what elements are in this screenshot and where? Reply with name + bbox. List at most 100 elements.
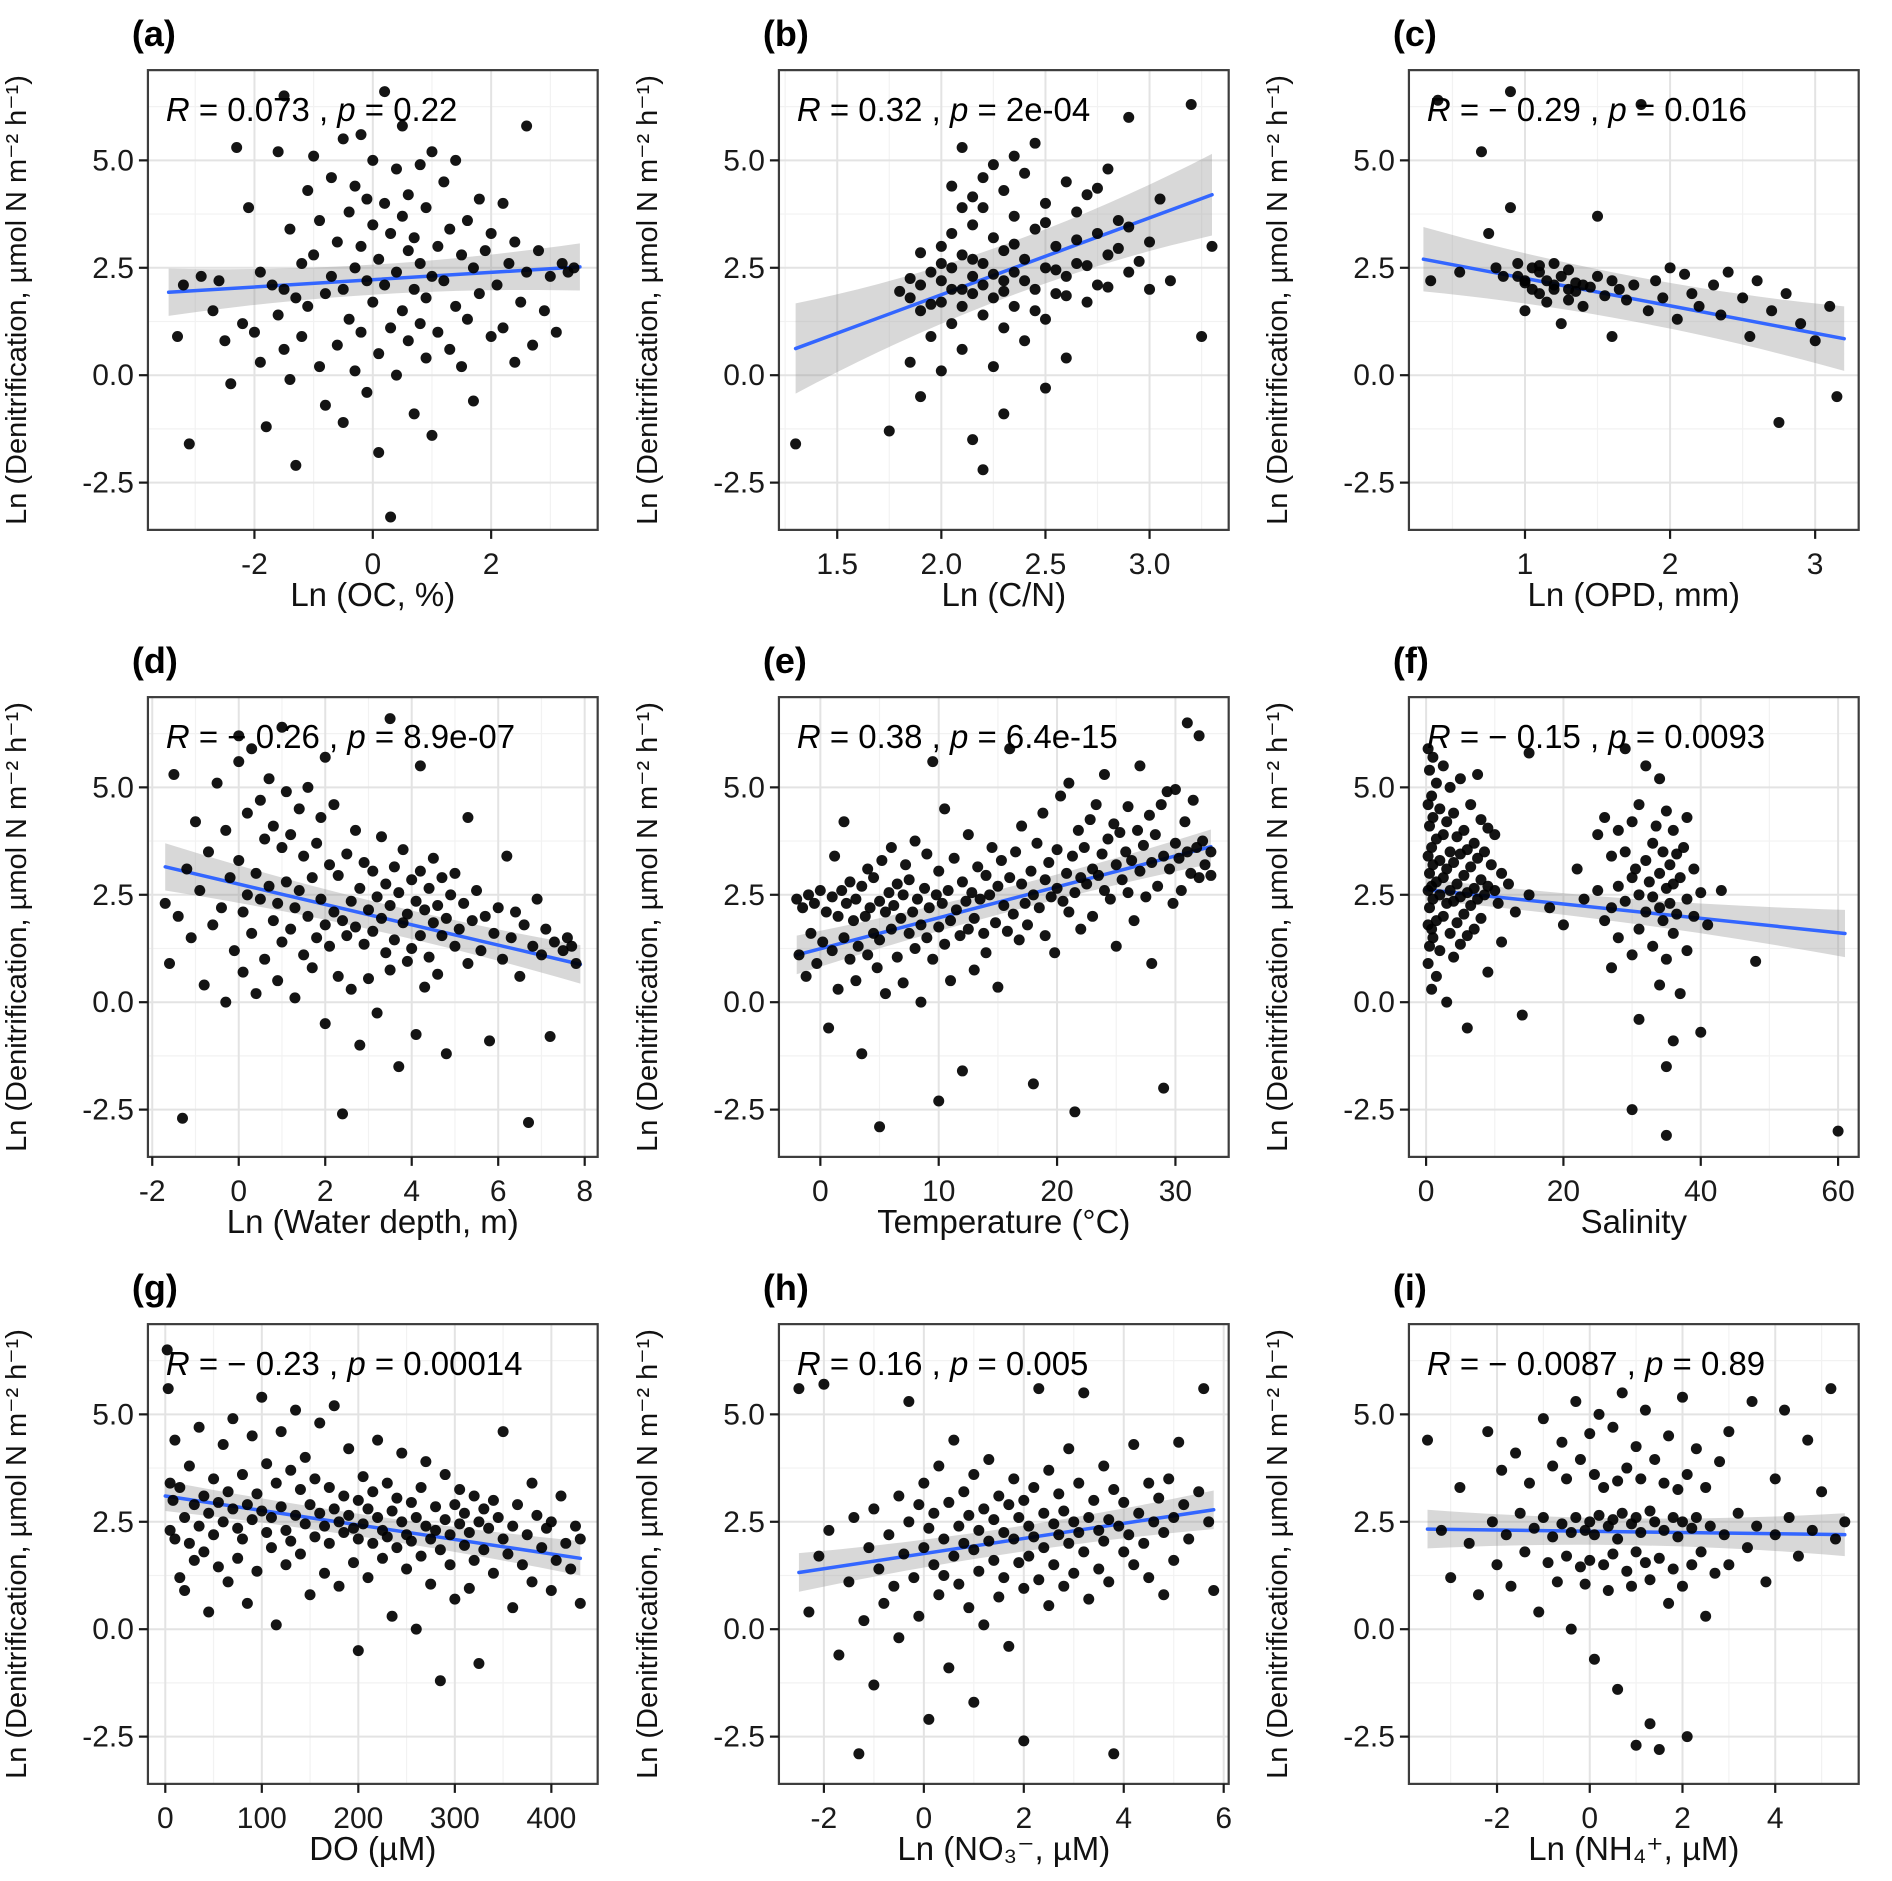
svg-text:-2: -2 [1484,1802,1511,1835]
x-axis-label: Ln (OPD, mm) [1528,576,1740,613]
scatter-plot-a: -2 0 2 5.0 2.5 0.0 -2.5 (a) Ln (Denitrificatio… [1,13,599,613]
panel-h: -2 0 2 4 6 5.0 2.5 0.0 -2.5 (h) Ln (Denitrificat… [631,1254,1262,1881]
svg-text:0.0: 0.0 [1354,359,1396,392]
svg-text:0.0: 0.0 [92,986,134,1019]
svg-text:-2: -2 [139,1175,166,1208]
scatter-plot-f: 0 20 40 60 5.0 2.5 0.0 -2.5 (f) Ln (Denitrifica… [1262,640,1861,1240]
svg-text:3.0: 3.0 [1128,548,1170,581]
svg-text:2.5: 2.5 [723,252,765,285]
svg-text:-2.5: -2.5 [713,1721,765,1754]
svg-text:5.0: 5.0 [92,144,134,177]
plot-area-a: -2 0 2 5.0 2.5 0.0 -2.5 [82,69,599,581]
svg-text:0: 0 [364,548,381,581]
svg-text:0.0: 0.0 [723,359,765,392]
panel-d: -2 0 2 4 6 8 5.0 2.5 0.0 -2.5 (d) Ln (Denitrifica… [0,627,631,1254]
svg-text:5.0: 5.0 [723,144,765,177]
svg-text:5.0: 5.0 [1354,1398,1396,1431]
svg-text:0: 0 [230,1175,247,1208]
svg-text:2.5: 2.5 [1354,879,1396,912]
panel-label: (i) [1393,1267,1427,1308]
panel-f: 0 20 40 60 5.0 2.5 0.0 -2.5 (f) Ln (Denitrifica… [1261,627,1892,1254]
svg-text:2: 2 [1674,1802,1691,1835]
panel-label: (h) [763,1267,809,1308]
panel-label: (c) [1393,13,1437,54]
svg-text:100: 100 [237,1802,287,1835]
plot-area-e: 0 10 20 30 5.0 2.5 0.0 -2.5 [713,696,1230,1208]
svg-text:2: 2 [483,548,500,581]
svg-text:0.0: 0.0 [92,1613,134,1646]
svg-text:6: 6 [490,1175,507,1208]
svg-text:5.0: 5.0 [92,1398,134,1431]
svg-text:2.5: 2.5 [92,879,134,912]
svg-text:2.5: 2.5 [92,1506,134,1539]
svg-text:-2.5: -2.5 [1344,1094,1396,1127]
stats-annotation: R = − 0.15 , p = 0.0093 [1427,718,1765,755]
svg-text:2: 2 [1015,1802,1032,1835]
panel-label: (f) [1393,640,1429,681]
svg-text:20: 20 [1040,1175,1073,1208]
panel-b: 1.5 2.0 2.5 3.0 5.0 2.5 0.0 -2.5 (b) Ln (Denitr… [631,0,1262,627]
svg-text:4: 4 [1767,1802,1784,1835]
stats-annotation: R = 0.32 , p = 2e-04 [797,91,1090,128]
svg-text:0: 0 [1582,1802,1599,1835]
svg-text:4: 4 [1115,1802,1132,1835]
svg-text:40: 40 [1684,1175,1717,1208]
svg-text:0: 0 [157,1802,174,1835]
svg-text:400: 400 [526,1802,576,1835]
stats-annotation: R = − 0.23 , p = 0.00014 [166,1345,523,1382]
x-axis-label: DO (µM) [309,1830,436,1867]
y-axis-label: Ln (Denitrification, µmol N m⁻² h⁻¹) [1262,702,1294,1152]
svg-text:1.5: 1.5 [816,548,858,581]
svg-text:300: 300 [430,1802,480,1835]
svg-text:60: 60 [1822,1175,1855,1208]
svg-text:5.0: 5.0 [1354,771,1396,804]
svg-text:0.0: 0.0 [723,1613,765,1646]
svg-text:5.0: 5.0 [723,1398,765,1431]
scatter-plot-g: 0 100 200 300 400 5.0 2.5 0.0 -2.5 (g) Ln (Denit… [1,1267,599,1867]
svg-text:-2.5: -2.5 [713,1094,765,1127]
svg-text:2.5: 2.5 [1024,548,1066,581]
x-axis-label: Ln (NH₄⁺, µM) [1529,1830,1740,1867]
svg-text:0.0: 0.0 [1354,986,1396,1019]
x-axis-label: Temperature (°C) [877,1203,1130,1240]
scatter-plot-i: -2 0 2 4 5.0 2.5 0.0 -2.5 (i) Ln (Denitrificati… [1262,1267,1861,1867]
plot-area-g: 0 100 200 300 400 5.0 2.5 0.0 -2.5 [82,1323,599,1835]
svg-text:5.0: 5.0 [723,771,765,804]
svg-text:0: 0 [915,1802,932,1835]
panel-label: (a) [132,13,176,54]
stats-annotation: R = − 0.26 , p = 8.9e-07 [166,718,515,755]
svg-text:-2.5: -2.5 [1344,1721,1396,1754]
panel-label: (g) [132,1267,178,1308]
y-axis-label: Ln (Denitrification, µmol N m⁻² h⁻¹) [632,1329,664,1779]
scatter-plot-c: 1 2 3 5.0 2.5 0.0 -2.5 (c) Ln (Denitrification… [1262,13,1861,613]
svg-text:0.0: 0.0 [723,986,765,1019]
svg-text:-2.5: -2.5 [1344,467,1396,500]
svg-text:-2.5: -2.5 [82,467,134,500]
svg-text:5.0: 5.0 [92,771,134,804]
panel-i: -2 0 2 4 5.0 2.5 0.0 -2.5 (i) Ln (Denitrificati… [1261,1254,1892,1881]
svg-text:4: 4 [403,1175,420,1208]
plot-area-d: -2 0 2 4 6 8 5.0 2.5 0.0 -2.5 [82,696,599,1208]
panel-e: 0 10 20 30 5.0 2.5 0.0 -2.5 (e) Ln (Denitrifica… [631,627,1262,1254]
y-axis-label: Ln (Denitrification, µmol N m⁻² h⁻¹) [1262,75,1294,525]
panel-label: (b) [763,13,809,54]
y-axis-label: Ln (Denitrification, µmol N m⁻² h⁻¹) [1,1329,33,1779]
svg-text:5.0: 5.0 [1354,144,1396,177]
svg-text:0.0: 0.0 [92,359,134,392]
x-axis-label: Ln (Water depth, m) [227,1203,519,1240]
stats-annotation: R = − 0.0087 , p = 0.89 [1427,1345,1765,1382]
stats-annotation: R = 0.38 , p = 6.4e-15 [797,718,1118,755]
scatter-plot-e: 0 10 20 30 5.0 2.5 0.0 -2.5 (e) Ln (Denitrifica… [632,640,1230,1240]
x-axis-label: Ln (OC, %) [290,576,455,613]
scatter-plot-b: 1.5 2.0 2.5 3.0 5.0 2.5 0.0 -2.5 (b) Ln (Denitr… [632,13,1230,613]
stats-annotation: R = 0.073 , p = 0.22 [166,91,457,128]
svg-text:30: 30 [1158,1175,1191,1208]
svg-text:-2: -2 [810,1802,837,1835]
panel-g: 0 100 200 300 400 5.0 2.5 0.0 -2.5 (g) Ln (Denit… [0,1254,631,1881]
svg-text:2: 2 [317,1175,334,1208]
stats-annotation: R = − 0.29 , p = 0.016 [1427,91,1747,128]
svg-text:200: 200 [333,1802,383,1835]
plot-area-f: 0 20 40 60 5.0 2.5 0.0 -2.5 [1344,696,1861,1208]
svg-text:2.5: 2.5 [723,1506,765,1539]
